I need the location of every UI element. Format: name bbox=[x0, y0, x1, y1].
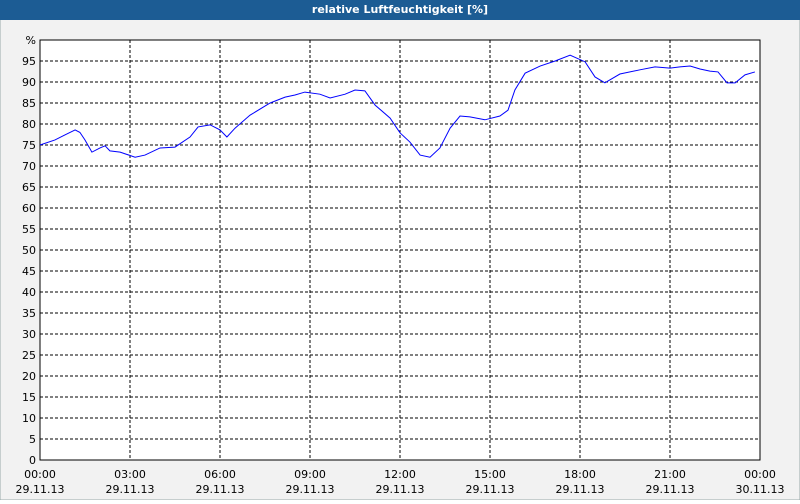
title-bar bbox=[0, 0, 800, 20]
y-tick-label: 50 bbox=[22, 244, 36, 257]
y-tick-label: 30 bbox=[22, 328, 36, 341]
y-tick-label: 70 bbox=[22, 160, 36, 173]
y-tick-label: 5 bbox=[29, 433, 36, 446]
x-tick-date: 30.11.13 bbox=[736, 483, 785, 496]
y-tick-label: 20 bbox=[22, 370, 36, 383]
y-tick-label: % bbox=[26, 34, 36, 47]
y-tick-label: 45 bbox=[22, 265, 36, 278]
x-tick-date: 29.11.13 bbox=[196, 483, 245, 496]
x-tick-date: 29.11.13 bbox=[286, 483, 335, 496]
x-tick-label: 18:00 bbox=[564, 468, 596, 481]
x-tick-label: 09:00 bbox=[294, 468, 326, 481]
x-tick-date: 29.11.13 bbox=[646, 483, 695, 496]
y-tick-label: 75 bbox=[22, 139, 36, 152]
y-tick-label: 60 bbox=[22, 202, 36, 215]
x-tick-date: 29.11.13 bbox=[466, 483, 515, 496]
y-tick-label: 85 bbox=[22, 97, 36, 110]
chart-title: relative Luftfeuchtigkeit [%] bbox=[312, 3, 488, 16]
x-tick-date: 29.11.13 bbox=[16, 483, 65, 496]
y-tick-label: 55 bbox=[22, 223, 36, 236]
x-tick-date: 29.11.13 bbox=[376, 483, 425, 496]
y-tick-label: 0 bbox=[29, 454, 36, 467]
y-tick-label: 15 bbox=[22, 391, 36, 404]
y-tick-label: 80 bbox=[22, 118, 36, 131]
y-tick-label: 10 bbox=[22, 412, 36, 425]
y-tick-label: 35 bbox=[22, 307, 36, 320]
x-tick-label: 00:00 bbox=[744, 468, 776, 481]
line-series bbox=[39, 54, 756, 158]
x-tick-label: 00:00 bbox=[24, 468, 56, 481]
x-tick-label: 06:00 bbox=[204, 468, 236, 481]
x-tick-date: 29.11.13 bbox=[556, 483, 605, 496]
plot-border bbox=[39, 39, 761, 461]
y-tick-label: 65 bbox=[22, 181, 36, 194]
x-tick-label: 21:00 bbox=[654, 468, 686, 481]
y-tick-label: 90 bbox=[22, 76, 36, 89]
y-tick-label: 25 bbox=[22, 349, 36, 362]
y-tick-label: 40 bbox=[22, 286, 36, 299]
x-tick-date: 29.11.13 bbox=[106, 483, 155, 496]
x-tick-label: 12:00 bbox=[384, 468, 416, 481]
x-tick-label: 15:00 bbox=[474, 468, 506, 481]
y-tick-label: 95 bbox=[22, 55, 36, 68]
x-tick-label: 03:00 bbox=[114, 468, 146, 481]
